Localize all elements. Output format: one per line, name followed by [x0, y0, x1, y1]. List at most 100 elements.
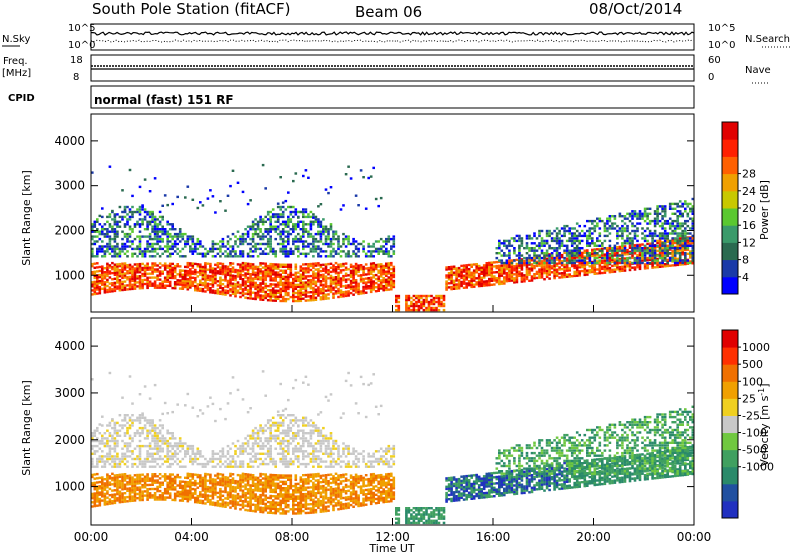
power-cell — [681, 222, 684, 225]
nsearch-trace — [90, 39, 695, 43]
power-cell — [525, 244, 529, 247]
power-cell — [586, 269, 589, 272]
power-cell — [324, 293, 328, 296]
power-cell — [505, 259, 509, 262]
velocity-cell — [108, 450, 112, 453]
power-cell — [279, 273, 282, 276]
power-cell — [201, 281, 205, 285]
power-cell — [681, 251, 684, 254]
power-cell — [495, 256, 499, 260]
power-cell — [314, 264, 318, 267]
power-cell — [495, 279, 499, 282]
power-cell — [472, 285, 476, 288]
power-cell — [357, 266, 360, 269]
power-cell — [372, 282, 375, 285]
power-cell — [450, 277, 453, 281]
power-cell — [651, 232, 654, 235]
power-cell — [224, 267, 227, 270]
power-cell — [309, 250, 313, 253]
power-cell — [379, 271, 383, 274]
power-cell — [352, 289, 355, 292]
power-cell — [158, 230, 162, 233]
power-cell — [307, 213, 310, 216]
power-cell — [638, 215, 642, 218]
power-cell — [121, 276, 124, 280]
power-cell — [254, 265, 257, 268]
power-cell — [304, 287, 308, 290]
velocity-cell — [101, 437, 104, 440]
power-cell — [236, 271, 240, 274]
power-cell — [601, 249, 604, 252]
power-cell — [689, 232, 692, 235]
power-cell — [636, 253, 639, 257]
power-cell — [462, 282, 466, 285]
power-cell — [354, 252, 358, 255]
power-cell — [342, 285, 345, 288]
power-cell — [259, 294, 262, 297]
velocity-cell — [123, 485, 127, 488]
power-cell — [342, 232, 345, 236]
power-cell — [684, 248, 687, 252]
power-cell — [269, 235, 272, 238]
power-cell — [430, 308, 433, 312]
power-cell — [297, 240, 300, 243]
power-cell — [276, 218, 280, 221]
power-cell — [387, 288, 391, 291]
power-cell — [369, 250, 373, 253]
power-cell — [307, 281, 310, 284]
velocity-cell — [126, 489, 129, 492]
power-cell — [558, 229, 561, 233]
power-cell — [337, 237, 340, 241]
power-cell — [643, 263, 647, 266]
velocity-cell — [136, 419, 139, 422]
power-cell — [123, 210, 127, 213]
power-cell — [329, 274, 333, 278]
power-cell — [573, 239, 576, 243]
power-cell — [292, 297, 295, 301]
power-cell — [518, 264, 521, 267]
power-cell — [153, 242, 157, 246]
power-cell — [653, 219, 657, 223]
power-cell — [681, 237, 684, 240]
power-cell — [116, 225, 119, 228]
power-cell — [510, 265, 514, 268]
power-cell — [166, 270, 169, 273]
power-cell — [397, 304, 401, 308]
power-cell — [334, 250, 338, 253]
power-cell — [317, 225, 320, 228]
power-cell — [611, 222, 614, 225]
power-cell — [575, 249, 579, 252]
power-cell — [108, 282, 112, 285]
power-cell — [219, 286, 222, 289]
power-cell — [297, 291, 300, 295]
velocity-cell — [148, 429, 152, 432]
power-cell — [334, 261, 338, 265]
power-cell — [472, 263, 476, 266]
power-cell — [284, 247, 288, 251]
power-cell — [123, 208, 127, 211]
power-cell — [128, 287, 132, 291]
power-cell — [284, 235, 288, 238]
power-cell — [580, 257, 584, 261]
power-cell — [462, 280, 466, 283]
power-cell — [538, 274, 541, 277]
power-cell — [194, 278, 197, 282]
power-cell — [274, 237, 277, 241]
power-cell — [377, 275, 380, 278]
power-cell — [407, 298, 411, 302]
power-cell — [518, 266, 521, 269]
power-cell — [560, 227, 564, 230]
power-cell — [359, 280, 363, 283]
velocity-cell — [123, 479, 127, 482]
power-cell — [560, 261, 564, 265]
power-cell — [563, 263, 566, 267]
power-cell — [166, 250, 169, 253]
velocity-cell — [101, 482, 104, 485]
power-cell — [543, 254, 546, 257]
power-cell — [274, 250, 277, 253]
power-cell — [510, 271, 514, 274]
power-cell — [261, 262, 265, 265]
velocity-cell — [136, 429, 139, 432]
power-cell — [153, 280, 157, 283]
power-cell — [352, 237, 355, 241]
